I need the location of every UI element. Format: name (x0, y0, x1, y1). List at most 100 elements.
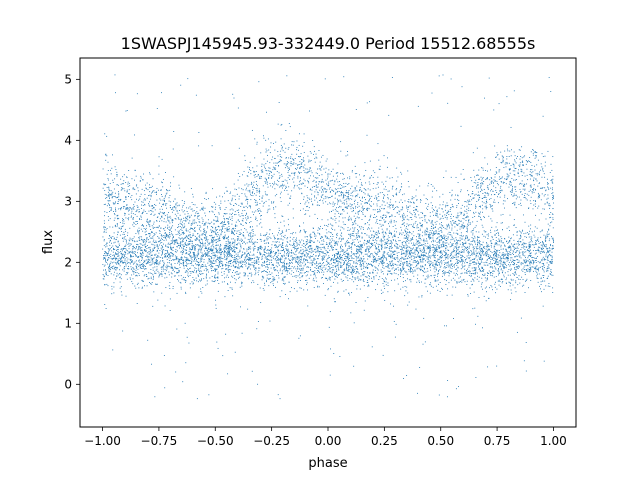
data-point (282, 245, 284, 246)
data-point (308, 181, 310, 183)
data-point (141, 239, 143, 241)
data-point (175, 239, 177, 241)
data-point (504, 244, 505, 246)
data-point (203, 224, 205, 226)
data-point (457, 224, 459, 226)
data-point (499, 169, 501, 171)
data-point (519, 244, 520, 246)
data-point (339, 213, 341, 215)
data-point (124, 212, 125, 214)
data-point (345, 269, 347, 271)
data-point (267, 263, 269, 265)
data-point (217, 276, 219, 278)
data-point (322, 274, 324, 276)
data-point (385, 284, 387, 286)
data-point (255, 262, 257, 264)
data-point (484, 206, 486, 208)
data-point (201, 207, 203, 209)
data-point (450, 246, 452, 247)
data-point (471, 267, 473, 269)
data-point (165, 273, 166, 275)
data-point (507, 176, 509, 178)
data-point (364, 193, 366, 195)
data-point (144, 204, 146, 206)
data-point (494, 180, 496, 182)
data-point (139, 267, 141, 269)
data-point (276, 251, 278, 253)
data-point (488, 254, 490, 256)
data-point (437, 264, 438, 266)
data-point (450, 199, 452, 201)
data-point (401, 263, 403, 265)
data-point (135, 233, 137, 234)
data-point (369, 272, 371, 274)
data-point (445, 267, 447, 268)
data-point (251, 264, 253, 266)
data-point (487, 366, 489, 368)
data-point (552, 178, 554, 180)
data-point (167, 219, 169, 221)
data-point (119, 234, 121, 236)
data-point (445, 245, 447, 246)
data-point (334, 273, 336, 275)
data-point (364, 261, 366, 263)
data-point (117, 240, 119, 242)
data-point (544, 280, 546, 282)
data-point (523, 247, 525, 249)
data-point (413, 242, 415, 244)
data-point (381, 263, 383, 265)
data-point (468, 270, 470, 272)
data-point (381, 259, 383, 261)
data-point (485, 205, 487, 207)
data-point (281, 173, 283, 175)
data-point (199, 236, 201, 238)
data-point (159, 261, 161, 263)
data-point (479, 213, 481, 215)
data-point (500, 261, 502, 263)
data-point (288, 224, 289, 226)
data-point (352, 270, 353, 272)
data-point (258, 257, 260, 259)
data-point (295, 276, 297, 278)
data-point (357, 213, 359, 215)
data-point (337, 187, 339, 189)
data-point (346, 192, 348, 193)
data-point (494, 180, 496, 181)
data-point (274, 157, 276, 159)
data-point (282, 216, 284, 217)
data-point (301, 252, 303, 254)
data-point (134, 248, 136, 250)
data-point (293, 187, 295, 189)
data-point (552, 156, 554, 158)
data-point (514, 186, 516, 188)
data-point (475, 263, 477, 265)
data-point (334, 301, 336, 303)
data-point (210, 257, 212, 259)
data-point (291, 252, 293, 254)
data-point (164, 277, 166, 279)
data-point (481, 204, 483, 206)
data-point (125, 207, 127, 209)
data-point (201, 264, 203, 265)
data-point (502, 222, 503, 224)
data-point (298, 133, 300, 135)
data-point (211, 240, 213, 242)
data-point (299, 244, 300, 246)
data-point (226, 245, 227, 246)
data-point (465, 246, 467, 248)
data-point (147, 256, 149, 257)
data-point (514, 194, 516, 196)
data-point (258, 270, 260, 272)
data-point (132, 246, 134, 247)
data-point (438, 207, 440, 209)
data-point (445, 204, 447, 206)
data-point (210, 239, 212, 241)
data-point (214, 247, 216, 249)
data-point (440, 217, 442, 219)
data-point (142, 251, 144, 253)
data-point (381, 244, 383, 246)
data-point (461, 211, 463, 213)
data-point (518, 254, 520, 256)
data-point (287, 249, 289, 251)
data-point (403, 217, 405, 219)
